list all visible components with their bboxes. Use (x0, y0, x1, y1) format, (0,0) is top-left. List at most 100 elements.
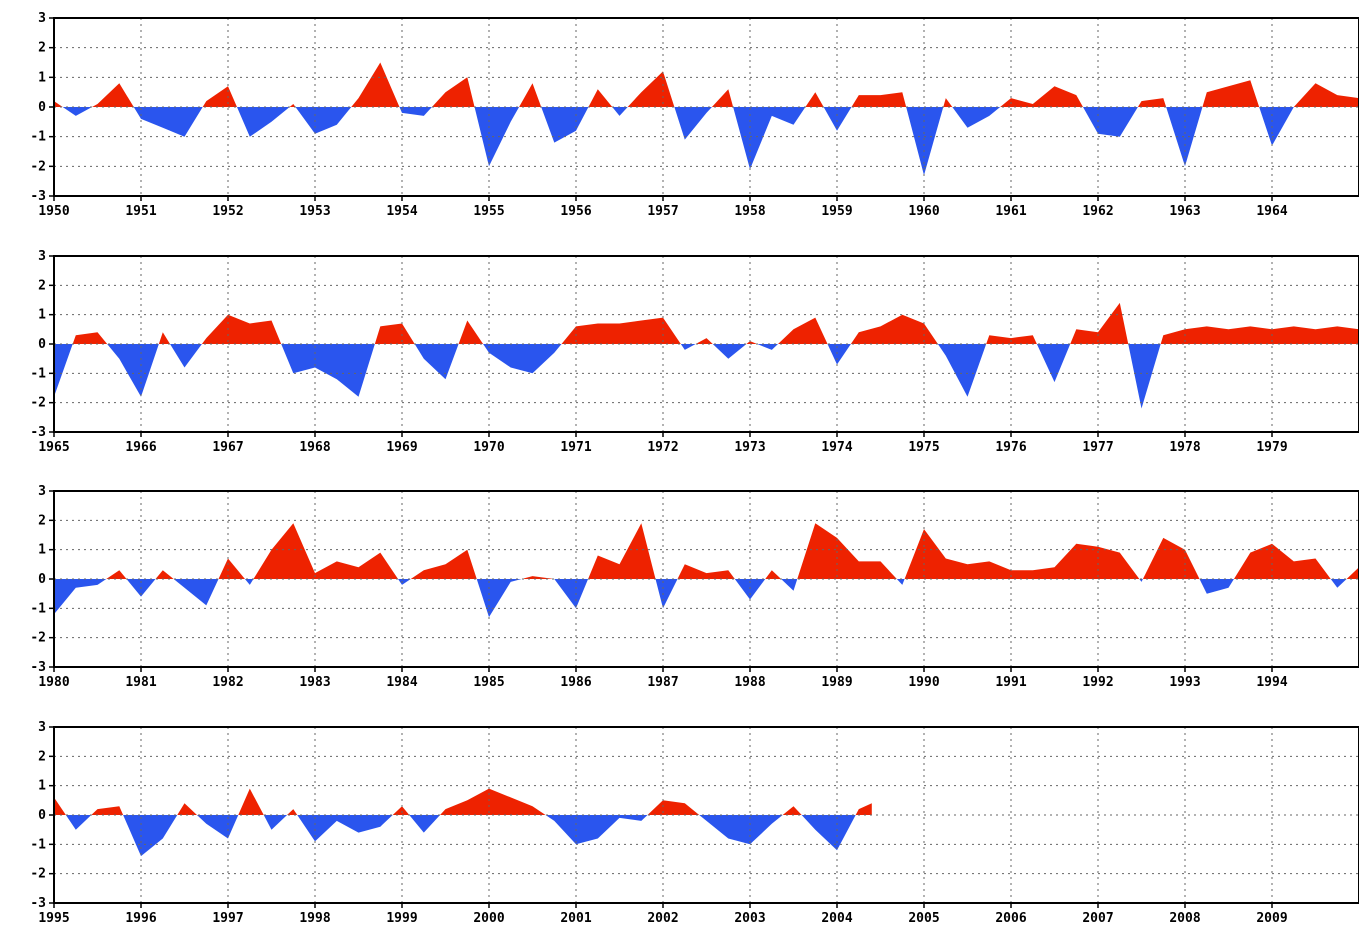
x-tick-label: 2002 (647, 911, 678, 926)
negative-anomaly-area (54, 579, 1359, 618)
y-tick-label: -1 (30, 366, 46, 381)
x-tick-label: 1974 (821, 440, 852, 455)
negative-anomaly-area (54, 344, 1359, 409)
y-tick-label: 3 (38, 249, 46, 264)
x-tick-label: 1994 (1256, 675, 1287, 690)
y-tick-label: 2 (38, 41, 46, 56)
x-tick-label: 2007 (1082, 911, 1113, 926)
y-tick-label: 1 (38, 308, 46, 323)
y-tick-label: 0 (38, 100, 46, 115)
y-tick-label: -3 (30, 660, 46, 675)
x-tick-label: 1979 (1256, 440, 1287, 455)
x-tick-label: 1989 (821, 675, 852, 690)
y-tick-label: 0 (38, 337, 46, 352)
y-tick-label: 0 (38, 572, 46, 587)
x-tick-label: 1966 (125, 440, 156, 455)
x-tick-label: 1965 (38, 440, 69, 455)
y-tick-label: -2 (30, 159, 46, 174)
x-tick-label: 1993 (1169, 675, 1200, 690)
y-tick-label: 0 (38, 808, 46, 823)
x-tick-label: 1955 (473, 204, 504, 219)
x-tick-label: 2006 (995, 911, 1026, 926)
x-tick-label: 1977 (1082, 440, 1113, 455)
x-tick-label: 1992 (1082, 675, 1113, 690)
y-tick-label: -1 (30, 601, 46, 616)
x-tick-label: 1983 (299, 675, 330, 690)
y-tick-label: 3 (38, 484, 46, 499)
x-tick-label: 1953 (299, 204, 330, 219)
x-tick-label: 2001 (560, 911, 591, 926)
x-tick-label: 1998 (299, 911, 330, 926)
y-tick-label: 2 (38, 278, 46, 293)
y-tick-label: -1 (30, 130, 46, 145)
x-tick-label: 1959 (821, 204, 852, 219)
x-tick-label: 2000 (473, 911, 504, 926)
y-tick-label: 1 (38, 70, 46, 85)
x-tick-label: 1969 (386, 440, 417, 455)
x-tick-label: 1962 (1082, 204, 1113, 219)
positive-anomaly-area (54, 62, 1359, 107)
x-tick-label: 1964 (1256, 204, 1287, 219)
x-tick-label: 1968 (299, 440, 330, 455)
x-tick-label: 1991 (995, 675, 1026, 690)
y-tick-label: -3 (30, 189, 46, 204)
x-tick-label: 1982 (212, 675, 243, 690)
y-tick-label: -3 (30, 896, 46, 911)
x-tick-label: 1985 (473, 675, 504, 690)
x-tick-label: 1996 (125, 911, 156, 926)
x-tick-label: 1986 (560, 675, 591, 690)
x-tick-label: 1967 (212, 440, 243, 455)
y-tick-label: -2 (30, 867, 46, 882)
y-tick-label: -1 (30, 837, 46, 852)
y-tick-label: -3 (30, 425, 46, 440)
y-tick-label: -2 (30, 396, 46, 411)
x-tick-label: 1971 (560, 440, 591, 455)
y-tick-label: -2 (30, 631, 46, 646)
x-tick-label: 2009 (1256, 911, 1287, 926)
x-tick-label: 1950 (38, 204, 69, 219)
negative-anomaly-area (54, 815, 872, 857)
x-tick-label: 2004 (821, 911, 852, 926)
x-tick-label: 1995 (38, 911, 69, 926)
x-tick-label: 1976 (995, 440, 1026, 455)
x-tick-label: 1954 (386, 204, 417, 219)
x-tick-label: 1960 (908, 204, 939, 219)
y-tick-label: 1 (38, 543, 46, 558)
x-tick-label: 1973 (734, 440, 765, 455)
x-tick-label: 2003 (734, 911, 765, 926)
x-tick-label: 1956 (560, 204, 591, 219)
positive-anomaly-area (54, 788, 872, 815)
x-tick-label: 1990 (908, 675, 939, 690)
x-tick-label: 1988 (734, 675, 765, 690)
x-tick-label: 2005 (908, 911, 939, 926)
x-tick-label: 1970 (473, 440, 504, 455)
x-tick-label: 1997 (212, 911, 243, 926)
x-tick-label: 1981 (125, 675, 156, 690)
x-tick-label: 2008 (1169, 911, 1200, 926)
positive-anomaly-area (54, 523, 1359, 579)
x-tick-label: 1999 (386, 911, 417, 926)
y-tick-label: 2 (38, 749, 46, 764)
negative-anomaly-area (54, 107, 1359, 176)
x-tick-label: 1972 (647, 440, 678, 455)
x-tick-label: 1978 (1169, 440, 1200, 455)
x-tick-label: 1980 (38, 675, 69, 690)
y-tick-label: 1 (38, 779, 46, 794)
x-tick-label: 1987 (647, 675, 678, 690)
y-tick-label: 3 (38, 720, 46, 735)
x-tick-label: 1975 (908, 440, 939, 455)
x-tick-label: 1958 (734, 204, 765, 219)
y-tick-label: 3 (38, 11, 46, 26)
x-tick-label: 1951 (125, 204, 156, 219)
x-tick-label: 1952 (212, 204, 243, 219)
y-tick-label: 2 (38, 513, 46, 528)
positive-anomaly-area (54, 302, 1359, 344)
x-tick-label: 1963 (1169, 204, 1200, 219)
x-tick-label: 1961 (995, 204, 1026, 219)
